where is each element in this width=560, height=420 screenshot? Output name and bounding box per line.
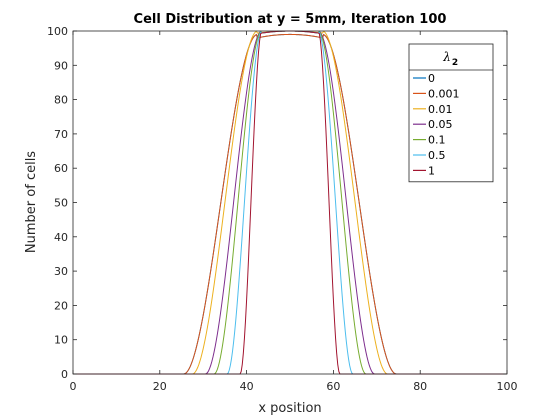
legend-entry-3: 0.05 [428, 118, 453, 131]
y-tick-label: 30 [54, 265, 68, 278]
y-tick-label: 20 [54, 299, 68, 312]
legend: λ 2 0 0.001 0.01 0.05 0.1 0.5 1 [408, 43, 494, 183]
y-tick-label: 60 [54, 162, 68, 175]
x-tick-label: 0 [70, 380, 77, 393]
chart-title: Cell Distribution at y = 5mm, Iteration … [134, 12, 447, 27]
legend-entry-1: 0.001 [428, 87, 460, 100]
x-tick-label: 20 [153, 380, 167, 393]
legend-box [408, 43, 494, 183]
legend-entry-4: 0.1 [428, 134, 446, 147]
x-tick-label: 40 [240, 380, 254, 393]
y-tick-label: 70 [54, 128, 68, 141]
y-tick-label: 80 [54, 94, 68, 107]
y-tick-label: 10 [54, 334, 68, 347]
x-axis-label: x position [258, 401, 321, 416]
x-tick-label: 80 [413, 380, 427, 393]
legend-entry-2: 0.01 [428, 103, 453, 116]
x-tick-label: 60 [326, 380, 340, 393]
y-tick-label: 40 [54, 231, 68, 244]
y-tick-label: 100 [47, 25, 68, 38]
legend-title-subscript: 2 [452, 58, 458, 68]
y-tick-label: 50 [54, 197, 68, 210]
x-tick-label: 100 [497, 380, 518, 393]
y-axis-label: Number of cells [24, 151, 39, 253]
legend-entry-5: 0.5 [428, 149, 446, 162]
legend-title: λ [442, 50, 451, 64]
y-tick-label: 0 [61, 368, 68, 381]
y-tick-label: 90 [54, 59, 68, 72]
legend-entry-6: 1 [428, 164, 435, 177]
legend-entry-0: 0 [428, 72, 435, 85]
